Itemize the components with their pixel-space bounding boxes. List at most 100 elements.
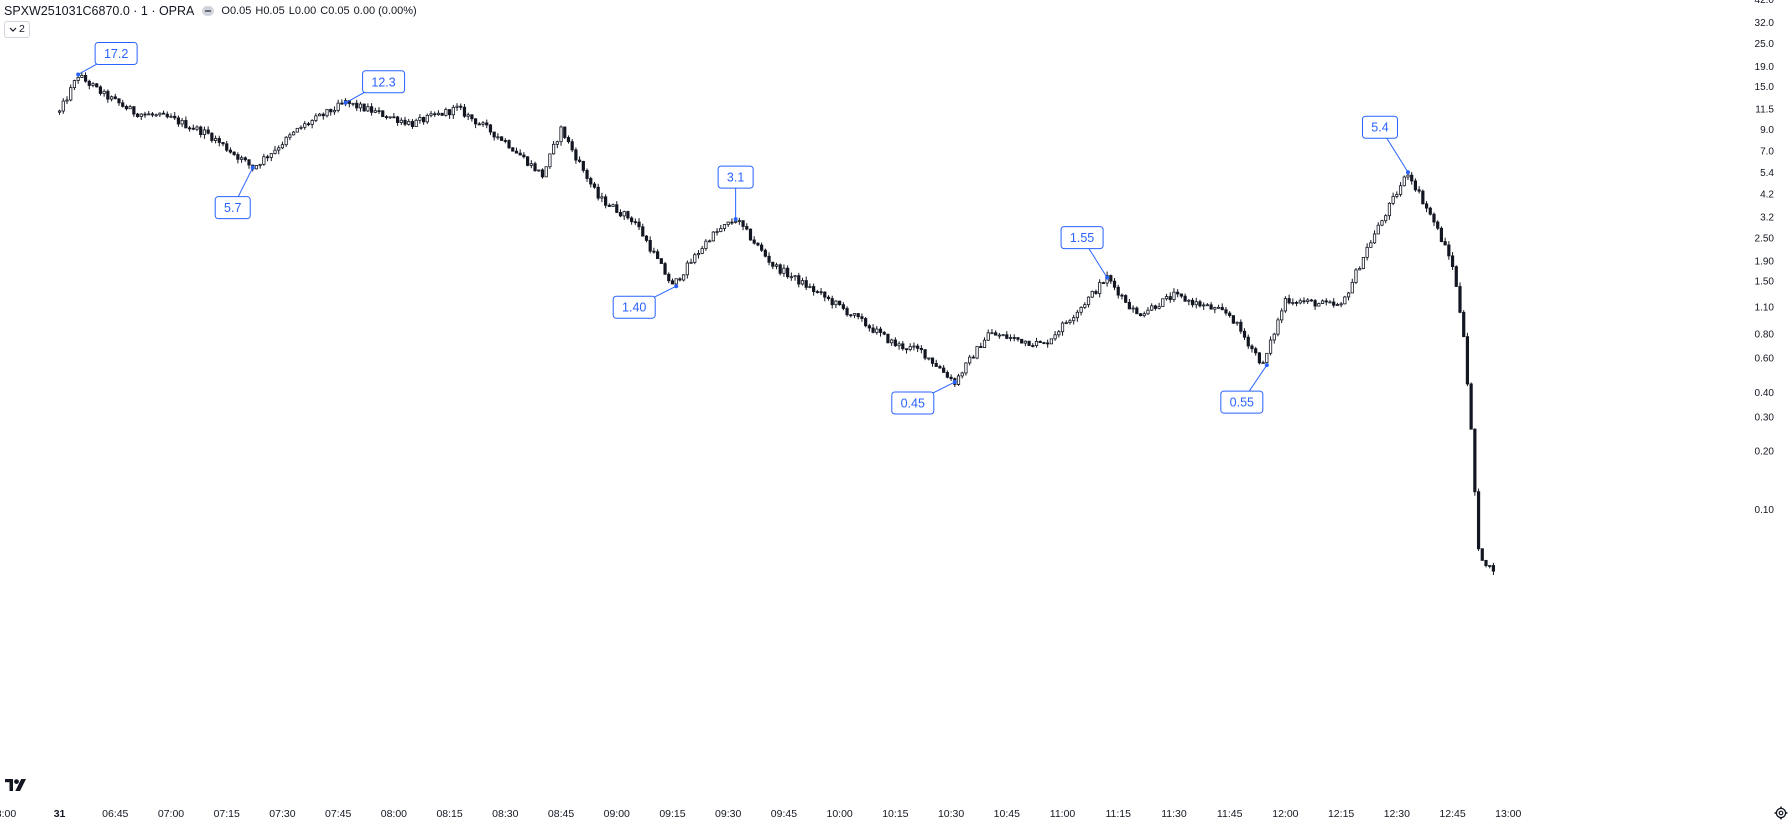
price-annotation[interactable]: 1.40 xyxy=(612,284,679,319)
price-tick-label: 42.0 xyxy=(1755,0,1775,6)
candle xyxy=(436,110,441,116)
candle xyxy=(1450,252,1455,271)
candle xyxy=(433,111,437,117)
tradingview-logo-icon[interactable] xyxy=(5,779,29,793)
price-axis[interactable]: 42.0 32.0 25.0 19.0 15.0 11.5 9.0 7.0 5.4 4.2 3.2 2… xyxy=(1755,0,1775,516)
candle xyxy=(997,332,1001,339)
candle xyxy=(630,216,634,225)
candle xyxy=(659,257,663,264)
candle xyxy=(121,99,125,108)
candle xyxy=(867,323,871,332)
time-axis[interactable]: 3:00 31 06:45 07:00 07:15 07:30 07:45 08:00 08:1… xyxy=(0,808,1522,820)
annotation-label: 0.45 xyxy=(901,397,925,411)
candle xyxy=(1179,293,1183,299)
candle xyxy=(232,151,236,156)
candle xyxy=(317,112,322,117)
candle xyxy=(927,357,931,361)
time-tick-label: 13:00 xyxy=(1495,808,1521,820)
candle xyxy=(1101,281,1105,284)
candle xyxy=(1302,297,1306,305)
time-tick-label: 08:00 xyxy=(381,808,407,820)
candle xyxy=(1402,175,1406,187)
price-annotation[interactable]: 5.7 xyxy=(214,165,255,220)
candle xyxy=(325,108,329,118)
candle xyxy=(492,131,496,141)
candle xyxy=(1484,559,1488,568)
candle xyxy=(1265,352,1269,365)
candle xyxy=(860,313,864,322)
candle xyxy=(280,141,285,150)
candle xyxy=(737,217,741,225)
candle xyxy=(1406,173,1410,181)
candle xyxy=(369,103,374,116)
time-tick-label: 09:30 xyxy=(715,808,741,820)
candle xyxy=(254,165,259,170)
price-annotation[interactable]: 1.55 xyxy=(1060,226,1110,280)
candle xyxy=(273,145,277,155)
candle xyxy=(1083,302,1087,309)
candle xyxy=(552,140,556,155)
candle xyxy=(358,101,363,112)
candle xyxy=(1339,301,1343,308)
candle xyxy=(1138,313,1143,317)
ohlc-low: L0.00 xyxy=(288,5,317,17)
candle xyxy=(793,275,797,281)
candle xyxy=(228,147,233,154)
candle xyxy=(1335,302,1340,307)
candle xyxy=(139,113,143,120)
candle xyxy=(1250,344,1254,353)
price-annotation[interactable]: 0.55 xyxy=(1220,363,1269,414)
candle xyxy=(700,245,704,255)
candle xyxy=(98,85,103,96)
candle xyxy=(1042,341,1046,345)
candle xyxy=(1343,295,1347,305)
candle xyxy=(277,145,281,155)
gear-icon[interactable] xyxy=(1774,806,1788,820)
symbol-title[interactable]: SPXW251031C6870.0 · 1 · OPRA xyxy=(4,4,195,18)
candle xyxy=(611,203,615,207)
candle xyxy=(566,135,571,144)
candle xyxy=(730,218,734,225)
candle xyxy=(76,76,80,84)
ohlc-open: O0.05 xyxy=(221,5,252,17)
candle xyxy=(511,147,515,152)
price-annotation[interactable]: 5.4 xyxy=(1361,115,1410,175)
candle xyxy=(726,221,730,227)
candle xyxy=(540,168,545,179)
price-annotation[interactable]: 12.3 xyxy=(343,70,406,105)
time-tick-label: 06:45 xyxy=(102,808,128,820)
price-tick-label: 5.4 xyxy=(1760,168,1774,179)
candle xyxy=(1094,289,1098,295)
candle xyxy=(1235,321,1239,326)
candle xyxy=(61,98,65,114)
candle xyxy=(960,371,964,379)
candle xyxy=(295,127,299,133)
candle xyxy=(648,236,652,254)
candle xyxy=(470,114,474,122)
candle xyxy=(982,337,987,349)
indicators-collapse-button[interactable]: 2 xyxy=(4,21,30,38)
price-tick-label: 0.60 xyxy=(1755,354,1775,365)
candle xyxy=(1135,306,1139,315)
candle xyxy=(596,183,600,201)
candle xyxy=(1194,297,1198,309)
candle xyxy=(500,136,504,141)
time-tick-label: 10:15 xyxy=(882,808,908,820)
price-annotation[interactable]: 0.45 xyxy=(891,380,957,415)
market-status-icon[interactable] xyxy=(202,6,215,16)
candle xyxy=(1075,309,1079,322)
price-tick-label: 19.0 xyxy=(1755,62,1775,73)
price-annotation[interactable]: 3.1 xyxy=(717,165,754,222)
candle xyxy=(834,300,838,309)
candle xyxy=(919,345,923,354)
candle xyxy=(161,110,166,115)
candle xyxy=(488,124,493,136)
candle xyxy=(158,112,162,117)
candle xyxy=(1239,319,1243,334)
candle xyxy=(1395,191,1399,199)
candle xyxy=(1376,222,1380,235)
price-annotation[interactable]: 17.2 xyxy=(76,41,138,77)
candle xyxy=(823,291,827,302)
candle xyxy=(332,106,337,115)
